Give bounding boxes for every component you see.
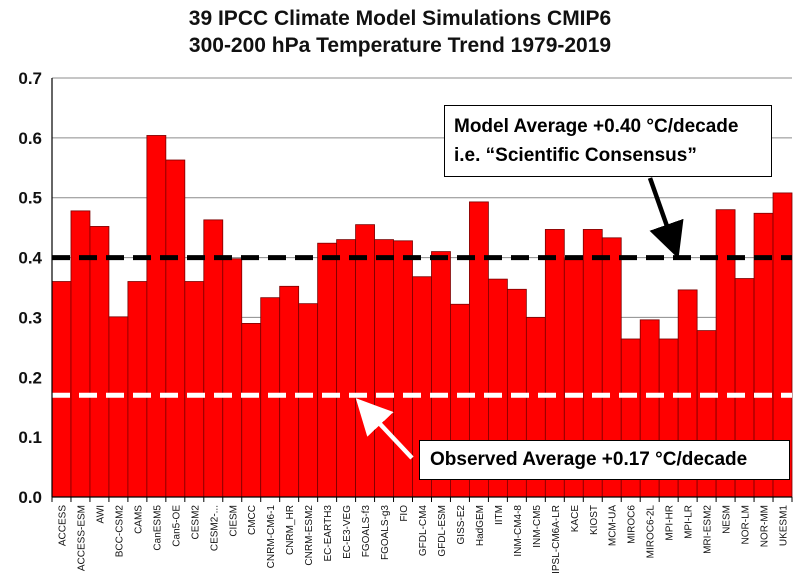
bar: [184, 281, 205, 498]
x-tick-label: NESM: [722, 505, 733, 534]
x-tick-label: CESM2: [190, 505, 201, 540]
bar: [51, 281, 72, 498]
bar: [374, 239, 394, 498]
x-tick-label: GISS-E2: [456, 505, 467, 545]
observed-average-callout: Observed Average +0.17 °C/decade: [419, 440, 790, 480]
x-tick-label: MCM-UA: [608, 505, 619, 546]
y-tick-label: 0.4: [18, 249, 42, 268]
x-tick-label: Can5-OE: [171, 505, 182, 547]
x-tick-label: FGOALS-g3: [380, 505, 391, 560]
x-tick-label: CMCC: [247, 505, 258, 535]
reference-lines: [52, 255, 792, 398]
chart-subtitle: 300-200 hPa Temperature Trend 1979-2019: [188, 34, 612, 57]
x-tick-label: BCC-CSM2: [114, 505, 125, 558]
x-tick-label: CESM2-...: [209, 505, 220, 551]
x-tick-label: EC-E3-VEG: [342, 505, 353, 559]
x-tick-label: INM-CM4-8: [513, 505, 524, 557]
model-average-callout: Model Average +0.40 °C/decade i.e. “Scie…: [444, 105, 772, 177]
x-tick-label: MPI-HR: [665, 505, 676, 541]
bar: [165, 159, 186, 498]
bar: [127, 281, 148, 498]
x-tick-label: AWI: [95, 505, 106, 524]
x-tick-label: CanESM5: [152, 505, 163, 551]
x-tick-label: FGOALS-f3: [361, 505, 372, 558]
x-tick-label: NOR-LM: [741, 505, 752, 544]
y-tick-label: 0.0: [18, 488, 42, 507]
x-tick-label: HadGEM: [475, 505, 486, 546]
model-average-label: Model Average +0.40 °C/decade: [454, 116, 739, 137]
observed-average-label: Observed Average +0.17 °C/decade: [430, 449, 748, 470]
y-tick-label: 0.6: [18, 129, 42, 148]
bar: [317, 242, 338, 498]
x-tick-label: MIROC6-2L: [646, 505, 657, 559]
bar: [108, 316, 129, 498]
x-tick-label: MPI-LR: [684, 505, 695, 539]
y-tick-labels: 0.0 0.1 0.2 0.3 0.4 0.5 0.6 0.7: [18, 69, 42, 507]
y-tick-label: 0.3: [18, 308, 42, 327]
x-tick-label: GFDL-CM4: [418, 505, 429, 557]
y-tick-label: 0.7: [18, 69, 42, 88]
x-tick-label: ACCESS: [57, 505, 68, 546]
y-tick-label: 0.1: [18, 428, 42, 447]
x-tick-label: CNRM_HR: [285, 505, 296, 555]
x-tick-label: KIOST: [589, 505, 600, 535]
x-tick-label: CNRM-ESM2: [304, 505, 315, 566]
x-tick-label: CIESM: [228, 505, 239, 537]
x-tick-label: FIO: [399, 505, 410, 522]
observed-average-arrow: [355, 398, 414, 460]
bar: [336, 239, 356, 498]
bar: [89, 226, 110, 498]
bar: [146, 135, 167, 498]
scientific-consensus-label: i.e. “Scientific Consensus”: [454, 145, 697, 166]
y-tick-label: 0.2: [18, 368, 42, 387]
bar: [222, 258, 243, 498]
bar: [203, 219, 224, 498]
x-tick-label: KACE: [570, 505, 581, 533]
chart-title: 39 IPCC Climate Model Simulations CMIP6: [188, 7, 612, 30]
x-tick-label: IPSL-CM6A-LR: [551, 505, 562, 574]
x-tick-label: INM-CM5: [532, 505, 543, 548]
bar: [298, 303, 319, 498]
x-tick-label: MRI-ESM2: [703, 505, 714, 554]
y-tick-label: 0.5: [18, 189, 42, 208]
model-average-arrow: [647, 177, 684, 259]
axes: [51, 78, 793, 502]
bar: [70, 210, 91, 498]
bar: [355, 224, 375, 498]
x-tick-label: ACCESS-ESM: [76, 505, 87, 571]
x-tick-labels: ACCESS ACCESS-ESM AWI BCC-CSM2 CAMS CanESM5 Ca…: [57, 505, 789, 574]
x-tick-label: CAMS: [133, 505, 144, 534]
bar: [279, 285, 300, 498]
x-tick-label: MIROC6: [627, 505, 638, 544]
x-tick-label: CNRM-CM6-1: [266, 505, 277, 569]
annotation-arrows: [355, 177, 684, 460]
bar: [241, 323, 262, 498]
x-tick-label: GFDL-ESM: [437, 505, 448, 557]
x-tick-label: EC-EARTH3: [323, 505, 334, 562]
x-tick-label: NOR-MM: [760, 505, 771, 547]
x-tick-label: IITM: [494, 505, 505, 525]
x-tick-label: UKESM1: [779, 505, 790, 547]
